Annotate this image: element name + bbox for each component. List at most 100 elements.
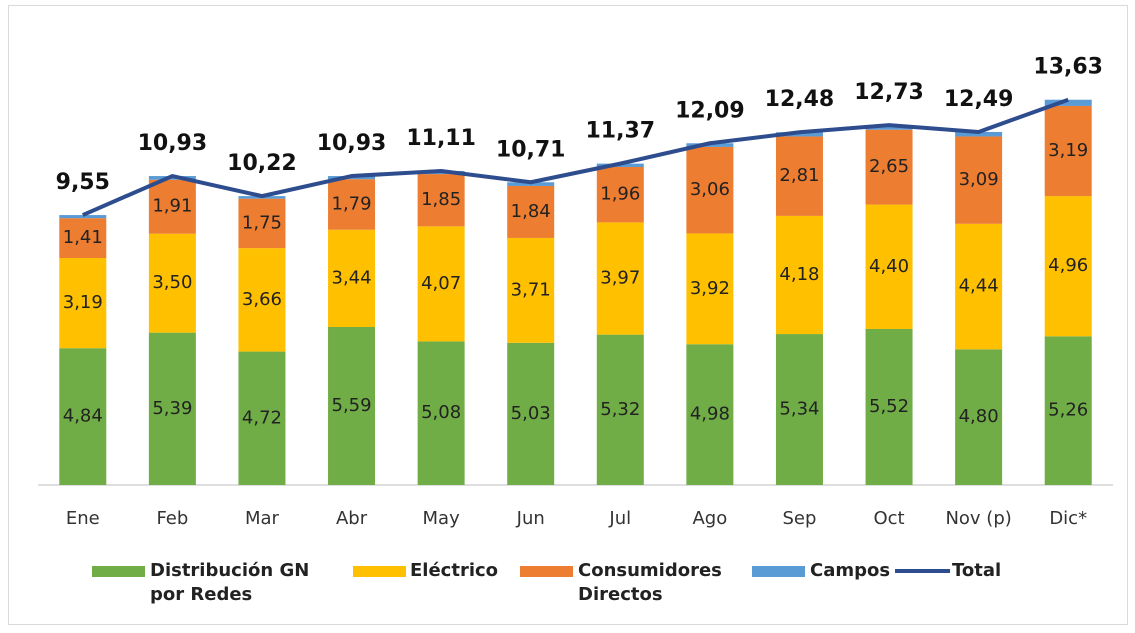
legend-swatch [895,569,950,573]
total-label: 10,93 [138,131,208,156]
bar-segment [775,132,823,137]
bar-segment [865,129,913,205]
x-tick-label: Oct [873,508,904,529]
data-label: 5,03 [511,403,551,424]
x-tick-label: Jul [608,508,631,529]
x-tick-label: Ene [66,508,100,529]
legend-label: Distribución GN por Redes [150,560,310,605]
data-label: 4,80 [959,406,999,427]
data-label: 1,96 [600,184,640,205]
bar-segment [328,229,376,327]
legend-label: Total [952,560,1002,581]
legend-swatch [92,566,145,577]
bar-segment [865,328,913,485]
data-label: 3,19 [1048,140,1088,161]
data-label: 1,84 [511,201,551,222]
data-label: 5,32 [600,399,640,420]
total-label: 12,09 [675,98,745,123]
bar-segment [238,198,286,249]
data-label: 4,84 [63,406,103,427]
data-label: 3,19 [63,292,103,313]
bar-segment [1044,99,1092,106]
data-label: 2,65 [869,156,909,177]
x-tick-label: Jun [516,508,545,529]
legend-label: Campos [810,560,891,581]
bar-segment [596,167,644,223]
total-label: 12,49 [944,87,1014,112]
bar-segment [417,341,465,485]
data-label: 3,44 [332,267,372,288]
data-label: 4,18 [779,264,819,285]
bar-segment [686,344,734,485]
bar-segment [686,146,734,234]
legend-swatch [520,566,573,577]
data-label: 5,52 [869,396,909,417]
bar-segment [596,222,644,335]
bar-segment [1044,336,1092,485]
data-label: 5,08 [421,402,461,423]
x-tick-label: May [423,508,461,529]
data-label: 3,09 [959,169,999,190]
data-label: 4,40 [869,256,909,277]
x-tick-label: Feb [156,508,188,529]
bar-segment [238,248,286,352]
data-label: 4,44 [959,276,999,297]
bar-segment [417,174,465,227]
bar-segment [1044,196,1092,337]
bar-segment [238,351,286,485]
data-label: 1,85 [421,189,461,210]
legend-swatch [353,566,406,577]
data-label: 5,34 [779,399,819,420]
x-tick-label: Nov (p) [945,508,1011,529]
total-label: 11,37 [585,119,655,144]
x-tick-label: Mar [245,508,280,529]
total-label: 10,71 [496,137,566,162]
total-label: 13,63 [1033,55,1103,80]
data-label: 4,07 [421,273,461,294]
data-label: 5,39 [152,398,192,419]
total-label: 10,22 [227,151,297,176]
data-label: 3,97 [600,268,640,289]
bar-segment [148,179,196,234]
data-label: 3,06 [690,179,730,200]
bar-segment [596,334,644,485]
bar-segment [865,204,913,329]
bar-segment [59,215,107,219]
data-label: 5,26 [1048,400,1088,421]
bar-segment [507,237,555,343]
x-tick-label: Ago [692,508,727,529]
data-label: 5,59 [332,395,372,416]
bar-segment [775,136,823,216]
x-tick-label: Sep [782,508,816,529]
total-label: 10,93 [317,131,387,156]
data-label: 4,98 [690,404,730,425]
bar-segment [955,131,1003,137]
bar-segment [59,258,107,349]
total-label: 9,55 [56,170,110,195]
data-label: 1,79 [332,193,372,214]
legend-label: Eléctrico [410,560,499,581]
total-line [81,97,1069,217]
data-label: 4,72 [242,407,282,428]
bar-segment [1044,105,1092,197]
data-label: 4,96 [1048,255,1088,276]
data-label: 3,92 [690,278,730,299]
legend-label: Consumidores Directos [578,560,722,605]
total-label: 12,48 [765,87,835,112]
data-label: 1,41 [63,227,103,248]
total-label: 11,11 [406,126,476,151]
data-label: 1,75 [242,212,282,233]
data-label: 2,81 [779,165,819,186]
bar-segment [686,233,734,345]
bar-segment [955,136,1003,224]
bar-segment [417,226,465,342]
x-tick-label: Abr [336,508,368,529]
bar-segment [59,348,107,485]
bar-segment [865,125,913,130]
bar-segment [148,332,196,485]
data-label: 3,50 [152,272,192,293]
data-label: 3,66 [242,289,282,310]
bar-segment [148,233,196,333]
data-label: 3,71 [511,279,551,300]
